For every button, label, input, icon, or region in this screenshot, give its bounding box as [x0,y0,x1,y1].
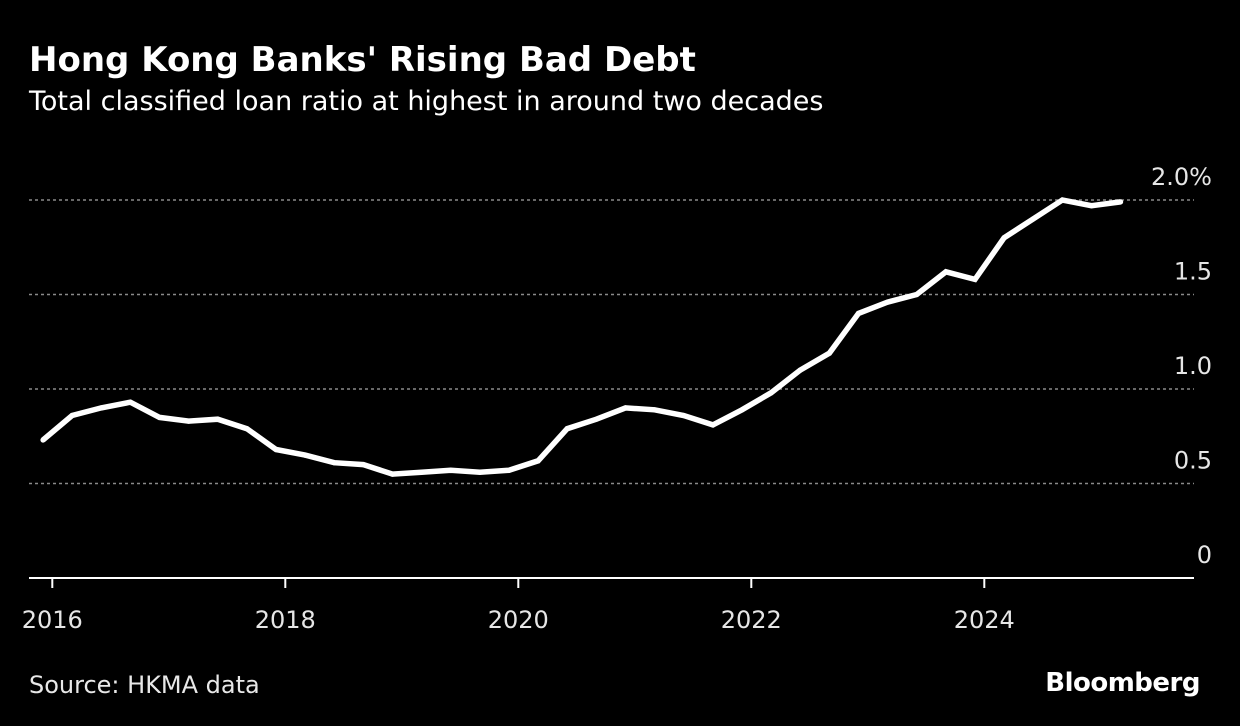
data-point [1059,197,1065,203]
x-tick-label: 2024 [954,606,1015,634]
x-tick-label: 2020 [488,606,549,634]
data-point [360,462,366,468]
data-point [681,412,687,419]
y-axis-tick-labels: 0 0.5 1.0 1.5 2.0% [1151,163,1212,569]
data-point [826,350,833,356]
y-tick-label: 1.0 [1174,352,1212,380]
x-tick-label: 2022 [721,606,782,634]
data-point [972,276,978,282]
data-point [943,269,949,275]
data-point [419,469,425,475]
data-point [127,399,133,405]
x-tick-label: 2018 [255,606,316,634]
chart-title: Hong Kong Banks' Rising Bad Debt [29,40,696,80]
data-point [652,407,658,413]
data-point [506,467,512,473]
data-point [40,437,46,443]
data-point [186,418,192,424]
data-point [302,452,308,458]
data-point [273,446,279,453]
data-point [331,460,337,466]
x-axis-tick-labels: 2016 2018 2020 2022 2024 [22,606,1015,634]
y-tick-label: 1.5 [1174,258,1212,286]
data-point [244,426,250,432]
data-point [535,458,541,464]
data-point [389,471,396,477]
data-point [855,310,862,316]
data-point [885,299,891,305]
data-point [710,422,716,428]
y-tick-label: 0 [1197,541,1212,569]
data-point [1001,235,1007,241]
data-point [477,469,483,475]
x-tick-label: 2016 [22,606,83,634]
data-points [40,197,1124,477]
chart-subtitle: Total classified loan ratio at highest i… [29,86,824,117]
data-point [564,426,570,432]
data-point [215,416,221,422]
data-point [448,467,454,473]
bloomberg-logo: Bloomberg [1045,668,1200,698]
data-point [739,407,745,413]
data-point [914,291,920,298]
data-point [98,405,104,411]
source-note: Source: HKMA data [29,671,260,699]
data-point [622,405,629,411]
data-point [1030,216,1036,222]
data-point [1118,199,1124,205]
x-axis [29,577,1194,588]
data-point [69,412,75,419]
data-point [768,390,774,396]
data-point [1088,203,1095,209]
series-lines [41,197,1121,477]
series-line [41,197,1121,477]
data-point [593,416,600,422]
y-tick-label: 2.0% [1151,163,1212,191]
y-tick-label: 0.5 [1174,447,1212,475]
data-point [156,414,163,420]
gridlines [29,199,1194,485]
data-point [797,367,803,373]
